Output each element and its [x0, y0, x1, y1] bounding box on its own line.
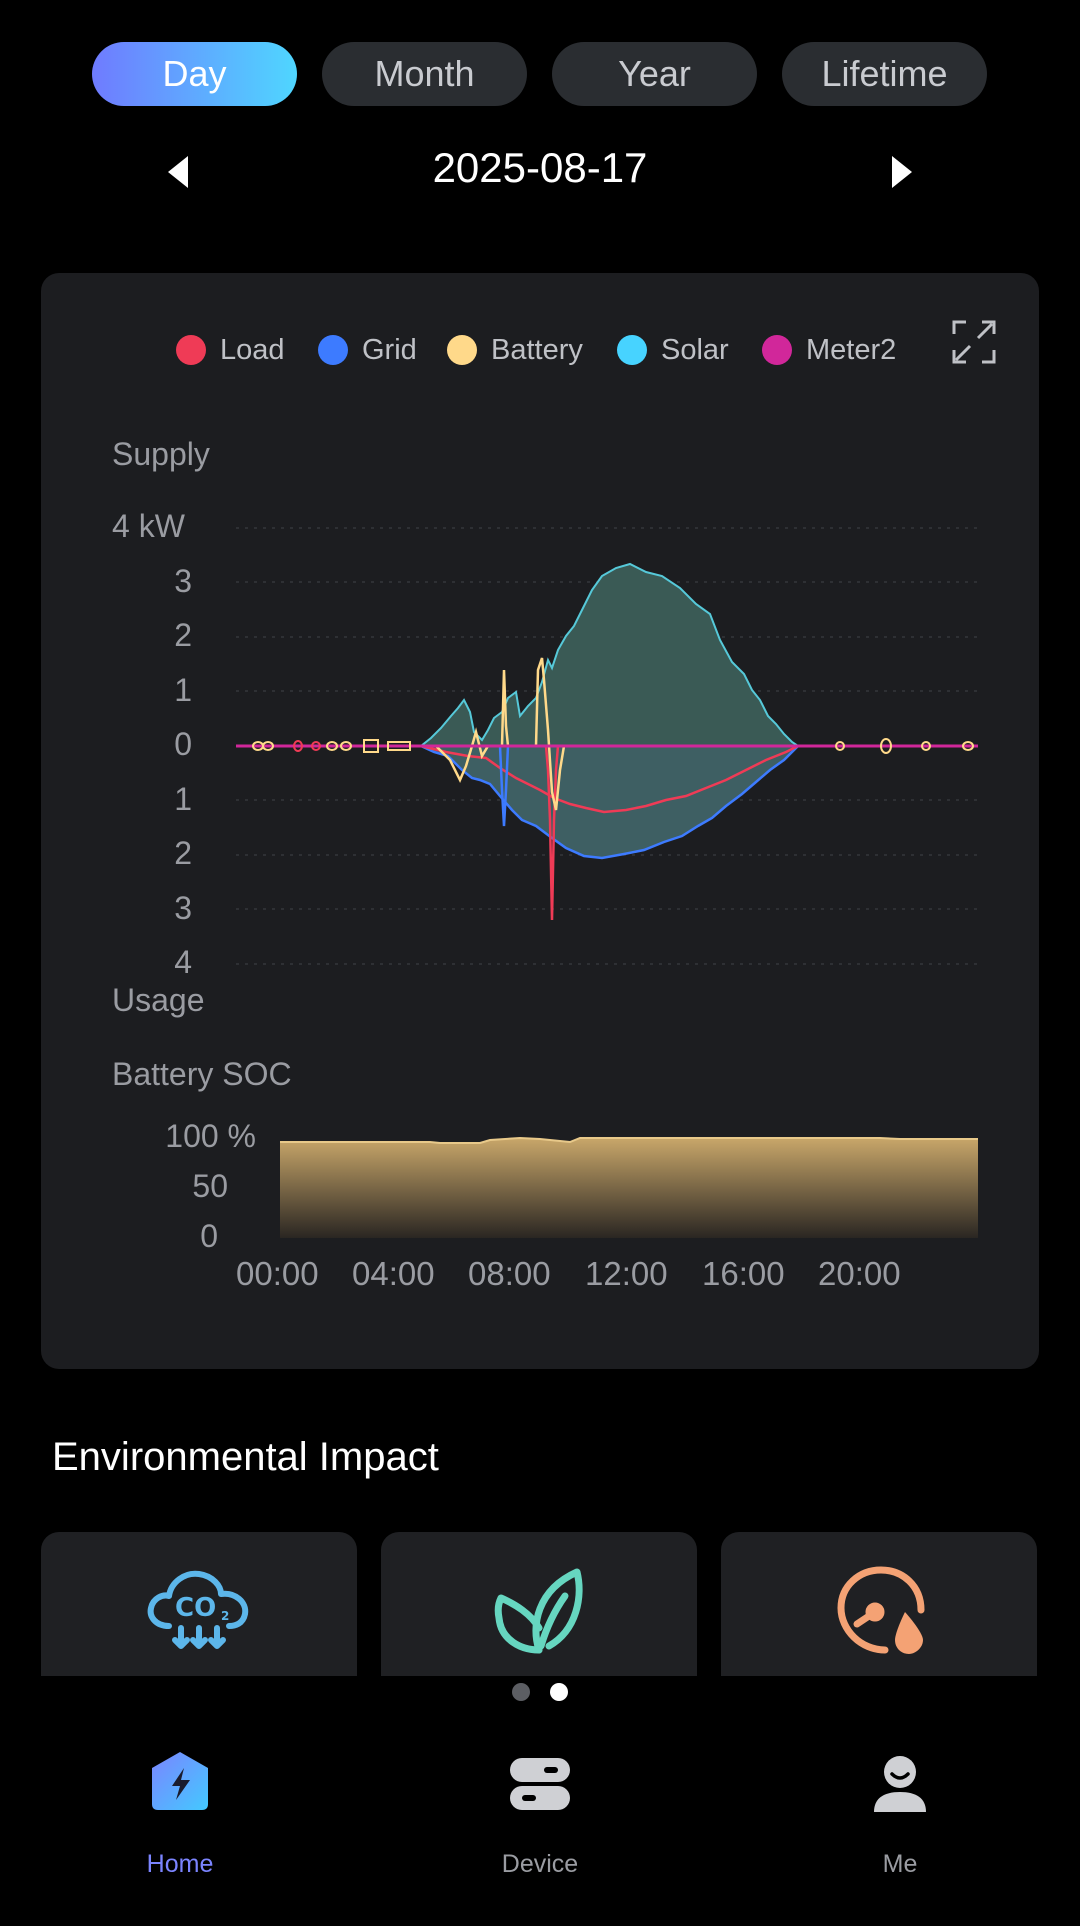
soc-title: Battery SOC: [112, 1056, 292, 1092]
co2-cloud-icon: CO 2: [147, 1570, 249, 1649]
load-spike: [544, 745, 560, 921]
env-card-gauge[interactable]: [721, 1532, 1037, 1676]
nav-home[interactable]: Home: [80, 1750, 280, 1880]
power-y-tick-1: 3: [174, 563, 192, 599]
soc-line: [280, 1136, 978, 1144]
legend-item-meter2[interactable]: Meter2: [762, 330, 896, 370]
device-icon: [510, 1758, 570, 1810]
battery-line: [435, 657, 576, 811]
grid-area: [420, 744, 802, 860]
page-dot-2[interactable]: [550, 1683, 568, 1701]
nav-device[interactable]: Device: [440, 1750, 640, 1880]
tab-day-label: Day: [162, 53, 227, 94]
x-tick-0000: 00:00: [236, 1255, 319, 1292]
tab-month-label: Month: [374, 53, 475, 94]
nav-me-label: Me: [882, 1850, 918, 1878]
legend-item-grid[interactable]: Grid: [318, 330, 417, 370]
user-icon: [874, 1756, 926, 1812]
tab-month[interactable]: Month: [322, 42, 527, 106]
legend-label-battery: Battery: [491, 333, 583, 366]
power-y-tick-3: 1: [174, 672, 192, 708]
power-chart-plot[interactable]: [236, 520, 978, 970]
power-y-tick-7: 3: [174, 890, 192, 926]
svg-text:2: 2: [221, 1609, 229, 1623]
legend-item-load[interactable]: Load: [176, 330, 285, 370]
soc-y-tick-50: 50: [192, 1168, 228, 1204]
fullscreen-button[interactable]: [952, 320, 996, 364]
x-tick-2000: 20:00: [818, 1255, 901, 1292]
supply-label: Supply: [112, 436, 210, 472]
tab-lifetime-label: Lifetime: [821, 53, 948, 94]
power-y-tick-2: 2: [174, 617, 192, 653]
legend-item-solar[interactable]: Solar: [617, 330, 729, 370]
env-card-leaf[interactable]: [381, 1532, 697, 1676]
next-day-button[interactable]: [882, 150, 922, 194]
soc-y-tick-100: 100 %: [165, 1118, 256, 1154]
load-line: [420, 744, 799, 814]
env-card-co2[interactable]: CO 2: [41, 1532, 357, 1676]
caret-left-icon: [168, 156, 188, 188]
power-y-tick-8: 4: [174, 944, 192, 980]
legend-label-meter2: Meter2: [806, 333, 897, 366]
legend-dot-meter2: [762, 335, 792, 365]
selected-date[interactable]: 2025-08-17: [432, 144, 648, 191]
grid-spike: [498, 745, 510, 827]
caret-right-icon: [892, 156, 912, 188]
home-bolt-icon: [152, 1752, 208, 1810]
legend-dot-solar: [617, 335, 647, 365]
legend-dot-battery: [447, 335, 477, 365]
soc-chart-plot[interactable]: [280, 1130, 978, 1238]
gauge-drop-icon: [837, 1566, 925, 1654]
legend-label-load: Load: [220, 333, 285, 366]
power-y-tick-4: 0: [174, 726, 192, 762]
leaf-icon: [494, 1568, 583, 1654]
power-y-tick-0: 4 kW: [112, 508, 185, 544]
x-tick-0800: 08:00: [468, 1255, 551, 1292]
nav-device-label: Device: [501, 1850, 579, 1878]
env-section-title: Environmental Impact: [52, 1435, 439, 1479]
x-tick-1600: 16:00: [702, 1255, 785, 1292]
night-blips: [252, 738, 974, 754]
nav-me[interactable]: Me: [800, 1750, 1000, 1880]
x-tick-1200: 12:00: [585, 1255, 668, 1292]
legend-label-solar: Solar: [661, 333, 729, 366]
legend-dot-load: [176, 335, 206, 365]
tab-lifetime[interactable]: Lifetime: [782, 42, 987, 106]
legend-label-grid: Grid: [362, 333, 417, 366]
legend-dot-grid: [318, 335, 348, 365]
previous-day-button[interactable]: [158, 150, 198, 194]
power-y-tick-6: 2: [174, 835, 192, 871]
expand-icon: [952, 320, 996, 364]
legend-item-battery[interactable]: Battery: [447, 330, 583, 370]
usage-label: Usage: [112, 982, 205, 1018]
x-tick-0400: 04:00: [352, 1255, 435, 1292]
tab-year[interactable]: Year: [552, 42, 757, 106]
page-dot-1[interactable]: [512, 1683, 530, 1701]
soc-area: [280, 1138, 978, 1238]
power-y-tick-5: 1: [174, 781, 192, 817]
soc-y-tick-0: 0: [200, 1218, 218, 1254]
tab-year-label: Year: [618, 53, 691, 94]
svg-text:CO: CO: [175, 1593, 216, 1623]
tab-day[interactable]: Day: [92, 42, 297, 106]
solar-area: [418, 562, 802, 747]
nav-home-label: Home: [146, 1850, 214, 1878]
